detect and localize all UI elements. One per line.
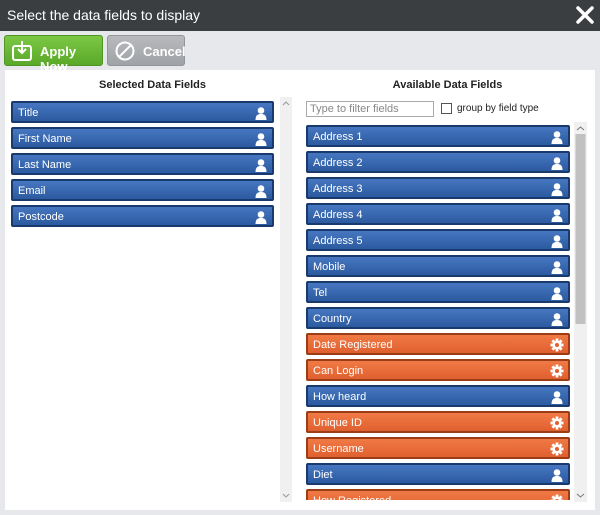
field-item[interactable]: Address 1 <box>306 125 570 147</box>
field-icon <box>551 183 563 196</box>
field-label: Date Registered <box>313 339 393 351</box>
field-icon <box>551 209 563 222</box>
close-button[interactable] <box>575 5 595 25</box>
field-icon <box>255 185 267 198</box>
selected-list: Title First Name Last Name Email Postcode <box>11 101 274 501</box>
selected-heading: Selected Data Fields <box>99 79 206 91</box>
field-label: Postcode <box>18 211 64 223</box>
field-item[interactable]: Diet <box>306 463 570 485</box>
field-item[interactable]: Mobile <box>306 255 570 277</box>
field-label: Address 1 <box>313 131 363 143</box>
field-label: Title <box>18 107 39 119</box>
field-icon <box>551 131 563 144</box>
field-item[interactable]: Title <box>11 101 274 123</box>
scroll-arrows <box>282 101 290 498</box>
group-checkbox[interactable] <box>441 103 452 114</box>
field-icon <box>550 494 564 500</box>
field-item[interactable]: First Name <box>11 127 274 149</box>
field-icon <box>550 442 564 456</box>
field-item[interactable]: Address 3 <box>306 177 570 199</box>
field-icon <box>550 338 564 352</box>
field-icon <box>551 313 563 326</box>
cancel-icon <box>115 41 135 61</box>
field-icon <box>255 107 267 120</box>
apply-icon <box>12 41 32 61</box>
filter-input[interactable]: Type to filter fields <box>306 101 434 117</box>
field-label: How heard <box>313 391 367 403</box>
field-label: Username <box>313 443 364 455</box>
cancel-button[interactable]: Cancel <box>107 35 186 66</box>
field-label: Diet <box>313 469 333 481</box>
field-item[interactable]: Date Registered <box>306 333 570 355</box>
field-label: Address 5 <box>313 235 363 247</box>
field-item[interactable]: Address 2 <box>306 151 570 173</box>
group-label: group by field type <box>457 103 539 114</box>
title-bar: Select the data fields to display <box>0 0 600 31</box>
field-label: Tel <box>313 287 328 299</box>
field-label: Address 2 <box>313 157 363 169</box>
dialog-title: Select the data fields to display <box>7 7 201 23</box>
apply-button[interactable]: Apply Now <box>4 35 103 74</box>
field-icon <box>551 235 563 248</box>
field-label: Email <box>18 185 46 197</box>
field-label: First Name <box>18 133 72 145</box>
field-label: How Registered <box>313 495 391 500</box>
field-icon <box>551 391 563 404</box>
field-label: Unique ID <box>313 417 362 429</box>
field-item[interactable]: Address 5 <box>306 229 570 251</box>
available-heading: Available Data Fields <box>392 79 503 91</box>
field-item[interactable]: Email <box>11 179 274 201</box>
cancel-label: Cancel <box>143 44 186 59</box>
field-item[interactable]: Country <box>306 307 570 329</box>
field-item[interactable]: How heard <box>306 385 570 407</box>
field-label: Address 4 <box>313 209 363 221</box>
field-icon <box>551 157 563 170</box>
field-icon <box>255 159 267 172</box>
field-item[interactable]: Tel <box>306 281 570 303</box>
field-item[interactable]: Postcode <box>11 205 274 227</box>
scroll-track <box>575 126 586 498</box>
field-icon <box>550 364 564 378</box>
field-item[interactable]: Address 4 <box>306 203 570 225</box>
left-scrollbar[interactable] <box>280 97 292 502</box>
field-label: Address 3 <box>313 183 363 195</box>
field-icon <box>551 469 563 482</box>
field-item[interactable]: Last Name <box>11 153 274 175</box>
field-label: Mobile <box>313 261 346 273</box>
field-label: Last Name <box>18 159 72 171</box>
field-icon <box>255 211 267 224</box>
field-item[interactable]: How Registered <box>306 489 570 500</box>
field-item[interactable]: Can Login <box>306 359 570 381</box>
right-scrollbar[interactable] <box>574 122 587 502</box>
field-label: Country <box>313 313 352 325</box>
field-item[interactable]: Unique ID <box>306 411 570 433</box>
field-label: Can Login <box>313 365 364 377</box>
available-list: Address 1 Address 2 Address 3 Address 4 Addr… <box>306 125 570 500</box>
field-icon <box>551 261 563 274</box>
field-item[interactable]: Username <box>306 437 570 459</box>
field-icon <box>255 133 267 146</box>
field-icon <box>550 416 564 430</box>
fields-panel: Selected Data Fields Available Data Fiel… <box>5 70 595 510</box>
field-icon <box>551 287 563 300</box>
